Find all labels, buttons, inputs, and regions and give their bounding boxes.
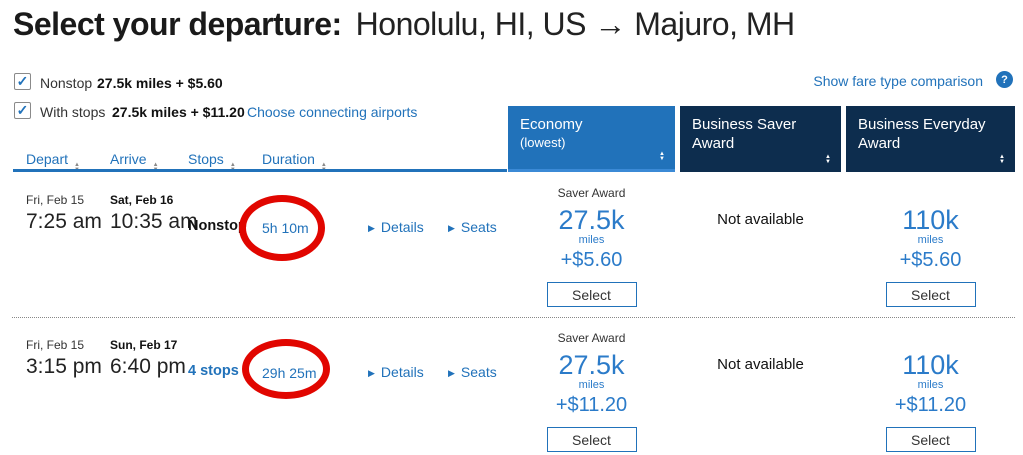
miles-unit: miles <box>917 379 944 391</box>
triangle-right-icon: ▶ <box>368 223 375 233</box>
business-saver-cell: Not available <box>717 211 804 228</box>
select-button[interactable]: Select <box>885 427 976 452</box>
page-title: Select your departure: Honolulu, HI, US →… <box>13 6 795 43</box>
row-divider <box>12 317 1015 318</box>
arrive-time: 6:40 pm <box>110 355 186 378</box>
triangle-right-icon: ▶ <box>368 368 375 378</box>
depart-date: Fri, Feb 15 <box>26 338 85 352</box>
details-link[interactable]: ▶ Details <box>368 219 424 235</box>
sort-icon[interactable]: ▲▼ <box>825 154 831 165</box>
business-saver-cell: Not available <box>717 356 804 373</box>
with-stops-filter-price: 27.5k miles + $11.20 <box>112 104 245 120</box>
nonstop-checkbox[interactable]: ✓ <box>14 73 31 90</box>
miles-unit: miles <box>578 234 605 246</box>
nonstop-filter-label: Nonstop <box>40 75 93 91</box>
seats-link[interactable]: ▶ Seats <box>448 364 497 380</box>
business-everyday-cell: 110k miles +$5.60 Select <box>846 186 1015 307</box>
choose-connecting-airports-link[interactable]: Choose connecting airports <box>247 104 418 120</box>
stops-value: Nonstop <box>188 218 247 234</box>
header-underline <box>13 169 507 172</box>
select-button[interactable]: Select <box>885 282 976 307</box>
seats-link[interactable]: ▶ Seats <box>448 219 497 235</box>
fees-value: +$11.20 <box>555 394 628 416</box>
checkmark-icon: ✓ <box>16 102 29 118</box>
sort-icon[interactable]: ▲▼ <box>999 154 1005 165</box>
business-everyday-cell: 110k miles +$11.20 Select <box>846 331 1015 452</box>
triangle-right-icon: ▶ <box>448 223 455 233</box>
miles-value: 27.5k <box>558 350 625 380</box>
select-button[interactable]: Select <box>546 427 637 452</box>
award-type-label: Saver Award <box>557 186 626 200</box>
triangle-right-icon: ▶ <box>448 368 455 378</box>
with-stops-filter-label: With stops <box>40 104 106 120</box>
fees-value: +$11.20 <box>894 394 967 416</box>
fare-header-economy[interactable]: Economy (lowest) ▲ ▼ <box>508 106 675 172</box>
sort-icon[interactable]: ▲▼ <box>659 151 665 162</box>
page-title-route: Honolulu, HI, US → Majuro, MH <box>355 6 795 42</box>
page-title-label: Select your departure: <box>13 6 342 42</box>
miles-value: 110k <box>902 350 959 380</box>
depart-time: 3:15 pm <box>26 355 102 378</box>
economy-cell: Saver Award 27.5k miles +$11.20 Select <box>508 331 675 452</box>
economy-cell: Saver Award 27.5k miles +$5.60 Select <box>508 186 675 307</box>
arrive-date: Sat, Feb 16 <box>110 193 174 207</box>
arrive-date: Sun, Feb 17 <box>110 338 178 352</box>
miles-unit: miles <box>917 234 944 246</box>
duration-link[interactable]: 29h 25m <box>262 365 317 381</box>
with-stops-checkbox[interactable]: ✓ <box>14 102 31 119</box>
details-link[interactable]: ▶ Details <box>368 364 424 380</box>
show-fare-comparison-link[interactable]: Show fare type comparison <box>813 73 983 89</box>
fees-value: +$5.60 <box>899 249 962 271</box>
nonstop-filter-price: 27.5k miles + $5.60 <box>97 75 223 91</box>
fees-value: +$5.60 <box>560 249 623 271</box>
duration-link[interactable]: 5h 10m <box>262 220 309 236</box>
depart-date: Fri, Feb 15 <box>26 193 85 207</box>
select-button[interactable]: Select <box>546 282 637 307</box>
miles-unit: miles <box>578 379 605 391</box>
checkmark-icon: ✓ <box>16 73 29 89</box>
miles-value: 110k <box>902 205 959 235</box>
award-type-label: Saver Award <box>557 331 626 345</box>
arrive-time: 10:35 am <box>110 210 198 233</box>
fare-header-business-everyday[interactable]: Business Everyday Award ▲ ▼ <box>846 106 1015 172</box>
fare-header-business-saver[interactable]: Business Saver Award ▲ ▼ <box>680 106 841 172</box>
depart-time: 7:25 am <box>26 210 102 233</box>
help-icon[interactable]: ? <box>996 71 1013 88</box>
stops-link[interactable]: 4 stops <box>188 363 239 379</box>
miles-value: 27.5k <box>558 205 625 235</box>
